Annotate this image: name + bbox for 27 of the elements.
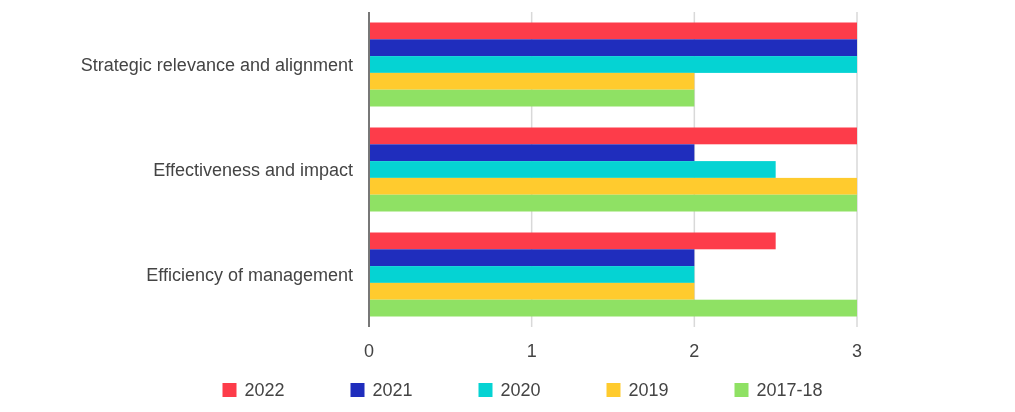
bar: [369, 177, 857, 195]
y-tick-label: Strategic relevance and alignment: [80, 54, 353, 75]
bar: [369, 194, 857, 212]
legend-label: 2022: [244, 380, 285, 401]
legend-label: 2021: [372, 380, 413, 401]
bar: [369, 266, 695, 283]
x-tick-label: 1: [526, 341, 537, 361]
x-tick-label: 3: [851, 341, 863, 361]
y-tick-label: Effectiveness and impact: [153, 159, 353, 180]
bar: [369, 22, 857, 40]
bar: [369, 39, 857, 57]
bar: [369, 282, 695, 300]
legend-label: 2019: [628, 380, 669, 401]
x-tick-label: 0: [363, 341, 375, 361]
bar: [369, 161, 776, 178]
bar: [369, 127, 857, 145]
bar: [369, 299, 857, 317]
bar: [369, 56, 857, 73]
bar: [369, 144, 695, 162]
bar: [369, 249, 695, 267]
legend-label: 2020: [500, 380, 541, 401]
legend-label: 2017-18: [756, 380, 823, 401]
x-tick-label: 2: [689, 341, 700, 361]
bar: [369, 232, 776, 250]
y-tick-label: Efficiency of management: [146, 264, 353, 285]
bar: [369, 72, 695, 90]
bar: [369, 89, 695, 107]
